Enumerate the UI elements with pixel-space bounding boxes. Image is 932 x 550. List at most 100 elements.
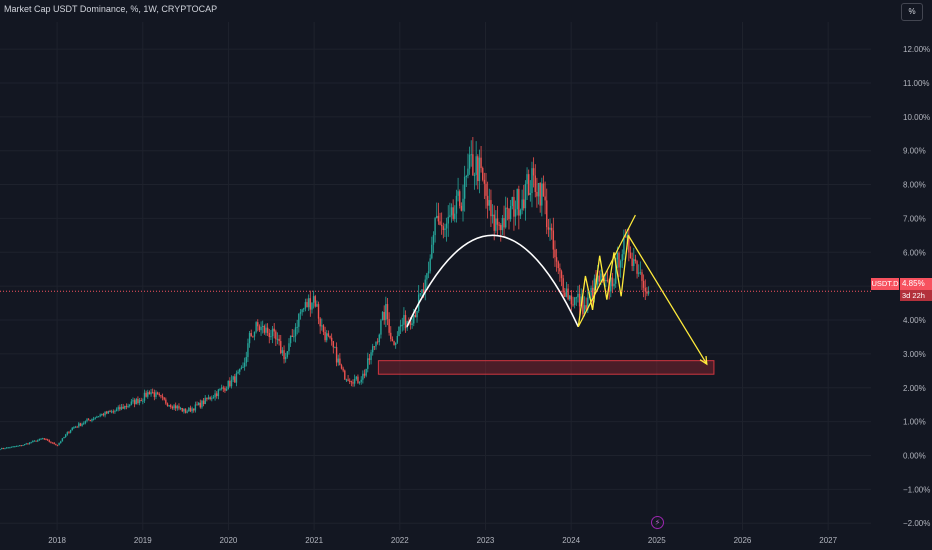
candle-body bbox=[0, 449, 1, 451]
candle-body bbox=[468, 154, 471, 169]
y-tick-label: −1.00% bbox=[903, 485, 930, 494]
candle-body bbox=[628, 234, 630, 253]
candle-body bbox=[102, 413, 105, 416]
chart-title: Market Cap USDT Dominance, %, 1W, CRYPTO… bbox=[4, 4, 218, 14]
candle-body bbox=[257, 322, 259, 327]
candle-body bbox=[429, 258, 431, 272]
candle-body bbox=[352, 382, 354, 384]
candle-body bbox=[64, 434, 67, 438]
candle-body bbox=[419, 293, 422, 295]
candle-body bbox=[243, 362, 246, 367]
candle-body bbox=[413, 315, 415, 324]
candle-body bbox=[143, 392, 146, 401]
candle-body bbox=[242, 366, 244, 368]
candle-body bbox=[150, 392, 152, 395]
candle-body bbox=[314, 296, 316, 307]
candle-body bbox=[375, 341, 377, 347]
candle-body bbox=[45, 439, 47, 441]
y-tick-label: 10.00% bbox=[903, 113, 930, 122]
candle-body bbox=[301, 309, 303, 313]
candle-body bbox=[106, 411, 108, 414]
candle-body bbox=[293, 336, 295, 338]
candle-body bbox=[253, 331, 256, 337]
candle-body bbox=[155, 392, 157, 397]
candle-body bbox=[276, 338, 279, 340]
candle-body bbox=[135, 398, 137, 405]
candle-body bbox=[91, 419, 93, 421]
candle-body bbox=[239, 368, 241, 372]
candle-body bbox=[110, 411, 113, 413]
candle-body bbox=[296, 326, 298, 328]
candle-body bbox=[14, 446, 16, 448]
candle-body bbox=[25, 443, 27, 445]
candle-body bbox=[109, 411, 111, 413]
candle-body bbox=[23, 444, 26, 446]
candle-body bbox=[478, 157, 481, 182]
y-tick-label: 6.00% bbox=[903, 248, 926, 257]
percent-scale-button[interactable]: % bbox=[901, 3, 923, 21]
last-price-tag: USDT.D 4.85% 3d 22h bbox=[871, 278, 932, 302]
candle-body bbox=[505, 207, 507, 228]
x-tick-label: 2021 bbox=[305, 536, 323, 545]
candle-body bbox=[37, 440, 39, 442]
candle-body bbox=[252, 336, 254, 338]
candle-body bbox=[370, 352, 372, 360]
candle-body bbox=[173, 405, 175, 409]
candle-body bbox=[501, 218, 504, 231]
candle-body bbox=[613, 283, 615, 287]
candle-body bbox=[204, 397, 206, 405]
symbol-label: USDT.D bbox=[871, 278, 899, 290]
candle-body bbox=[646, 291, 648, 294]
candle-body bbox=[357, 376, 359, 383]
candle-body bbox=[289, 335, 292, 344]
candle-body bbox=[230, 379, 233, 387]
candle-body bbox=[66, 432, 69, 435]
x-tick-label: 2023 bbox=[477, 536, 495, 545]
candle-body bbox=[87, 419, 90, 421]
candle-body bbox=[531, 168, 533, 193]
candle-body bbox=[9, 447, 11, 449]
candle-body bbox=[193, 408, 195, 411]
candle-body bbox=[326, 333, 328, 341]
candle-body bbox=[278, 338, 280, 342]
candle-body bbox=[639, 272, 642, 274]
candle-body bbox=[291, 335, 293, 337]
candle-body bbox=[129, 404, 131, 406]
candle-body bbox=[403, 315, 405, 325]
candle-body bbox=[624, 236, 627, 238]
candle-body bbox=[145, 392, 147, 397]
candle-body bbox=[41, 438, 44, 440]
price-axis[interactable]: 12.00%11.00%10.00%9.00%8.00%7.00%6.00%5.… bbox=[903, 45, 930, 528]
candle-body bbox=[396, 335, 399, 343]
candle-body bbox=[89, 420, 92, 422]
candle-body bbox=[372, 346, 374, 353]
candle-body bbox=[183, 408, 185, 412]
time-axis[interactable]: 2018 2019 2020 2021 2022 2023 2024 2025 2026 2027 bbox=[48, 536, 837, 545]
lightning-icon[interactable]: ⚡ bbox=[651, 516, 664, 529]
candle-body bbox=[334, 347, 336, 349]
candle-body bbox=[488, 200, 490, 206]
candle-body bbox=[120, 406, 123, 410]
candle-body bbox=[518, 189, 520, 216]
candle-body bbox=[94, 417, 96, 419]
candle-body bbox=[216, 393, 218, 397]
y-tick-label: 0.00% bbox=[903, 451, 926, 460]
candle-body bbox=[22, 444, 24, 446]
candle-body bbox=[309, 298, 312, 310]
candle-body bbox=[642, 280, 645, 288]
candle-body bbox=[365, 368, 367, 376]
candle-body bbox=[322, 325, 325, 333]
candle-body bbox=[71, 427, 73, 431]
candle-body bbox=[450, 207, 453, 216]
candle-body bbox=[349, 380, 351, 382]
candle-body bbox=[459, 191, 461, 206]
candle-body bbox=[460, 205, 463, 211]
candle-body bbox=[616, 252, 619, 260]
candle-body bbox=[383, 311, 385, 321]
arrow-head bbox=[699, 356, 708, 366]
candle-body bbox=[35, 440, 37, 442]
candle-body bbox=[40, 438, 42, 440]
candle-body bbox=[529, 192, 532, 196]
candle-body bbox=[284, 356, 287, 360]
